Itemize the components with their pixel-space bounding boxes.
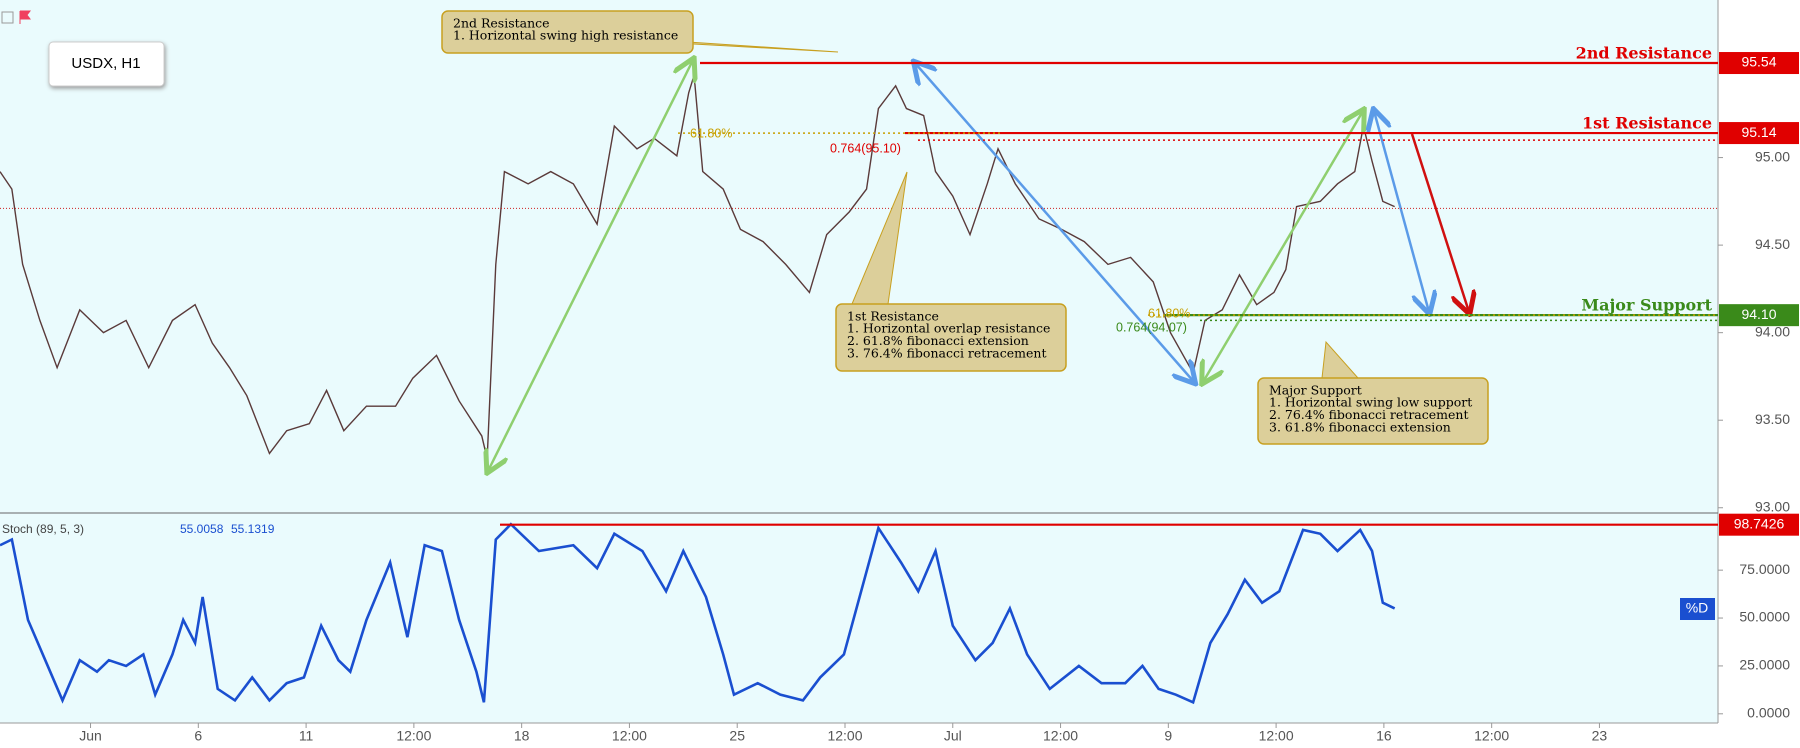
callout-box <box>835 303 1067 372</box>
arrow <box>488 60 693 471</box>
y-tick-label: 94.50 <box>1755 236 1790 252</box>
time-axis <box>0 723 1718 748</box>
x-tick-label: 18 <box>514 728 530 744</box>
callout-box <box>441 10 694 54</box>
collapse-icon[interactable] <box>1 11 14 24</box>
callout-line: 1. Horizontal swing high resistance <box>453 28 678 43</box>
x-tick-label: 9 <box>1164 728 1172 744</box>
flag-icon[interactable] <box>19 10 31 24</box>
arrow <box>1410 133 1469 312</box>
x-tick-label: 25 <box>729 728 745 744</box>
trend-arrows <box>488 60 1469 471</box>
callout-line: 3. 61.8% fibonacci extension <box>1269 420 1451 435</box>
callout-line: 2. 76.4% fibonacci retracement <box>1269 407 1468 422</box>
fib-label: 61.80% <box>690 126 732 140</box>
stoch-readout: 55.0058 <box>180 522 224 536</box>
callout-line: 3. 76.4% fibonacci retracement <box>847 346 1046 361</box>
x-tick-label: 11 <box>299 728 314 744</box>
stoch-readout: 55.1319 <box>231 522 275 536</box>
stoch-level-tag <box>1719 513 1799 536</box>
level-value: 95.54 <box>1741 54 1776 70</box>
fib-label: 61.80% <box>1148 306 1190 320</box>
x-tick-label: Jun <box>79 728 102 744</box>
x-tick-label: Jul <box>944 728 962 744</box>
stoch-title: Stoch (89, 5, 3) <box>2 522 84 536</box>
x-tick-label: 23 <box>1592 728 1608 744</box>
callout-line: 2. 61.8% fibonacci extension <box>847 333 1029 348</box>
series-line <box>0 522 1396 705</box>
y-tick-label: 50.0000 <box>1739 609 1790 625</box>
price-axis <box>1718 0 1800 748</box>
y-tick-label: 93.50 <box>1755 411 1790 427</box>
x-tick-label: 12:00 <box>612 728 647 744</box>
arrow <box>1374 111 1429 312</box>
callout-line: 1. Horizontal overlap resistance <box>847 321 1050 336</box>
x-tick-label: 12:00 <box>827 728 862 744</box>
fib-label: 0.764(94.07) <box>1116 321 1187 335</box>
level-name: Major Support <box>1581 296 1712 315</box>
x-tick-label: 6 <box>194 728 202 744</box>
level-name: 2nd Resistance <box>1576 44 1712 63</box>
level-name: 1st Resistance <box>1582 114 1712 133</box>
callout-box <box>1257 377 1489 445</box>
y-tick-label: 95.00 <box>1755 148 1790 164</box>
symbol-box <box>48 41 165 87</box>
x-tick-label: 12:00 <box>1474 728 1509 744</box>
level-value: 94.10 <box>1741 306 1776 322</box>
y-tick-label: 25.0000 <box>1739 657 1790 673</box>
x-tick-label: 12:00 <box>396 728 431 744</box>
callout-title: 2nd Resistance <box>453 16 550 31</box>
fib-label: 0.764(95.10) <box>830 141 901 155</box>
y-tick-label: 93.00 <box>1755 498 1790 514</box>
level-tag <box>1719 122 1799 145</box>
x-tick-label: 12:00 <box>1043 728 1078 744</box>
arrow <box>1203 111 1363 382</box>
stoch-level-value: 98.7426 <box>1734 515 1785 531</box>
y-tick-label: 94.00 <box>1755 323 1790 339</box>
callout-title: 1st Resistance <box>847 309 939 324</box>
level-value: 95.14 <box>1741 124 1776 140</box>
arrow <box>915 63 1194 382</box>
legend-tag <box>1680 598 1715 620</box>
level-tag <box>1719 304 1799 327</box>
symbol-title: USDX, H1 <box>71 55 140 72</box>
x-tick-label: 12:00 <box>1259 728 1294 744</box>
callout-title: Major Support <box>1269 383 1362 398</box>
level-tag <box>1719 52 1799 75</box>
y-tick-label: 0.0000 <box>1747 705 1790 721</box>
x-tick-label: 16 <box>1376 728 1392 744</box>
callout-line: 1. Horizontal swing low support <box>1269 395 1472 410</box>
y-tick-label: 75.0000 <box>1739 561 1790 577</box>
legend-entry: %D <box>1686 600 1709 616</box>
